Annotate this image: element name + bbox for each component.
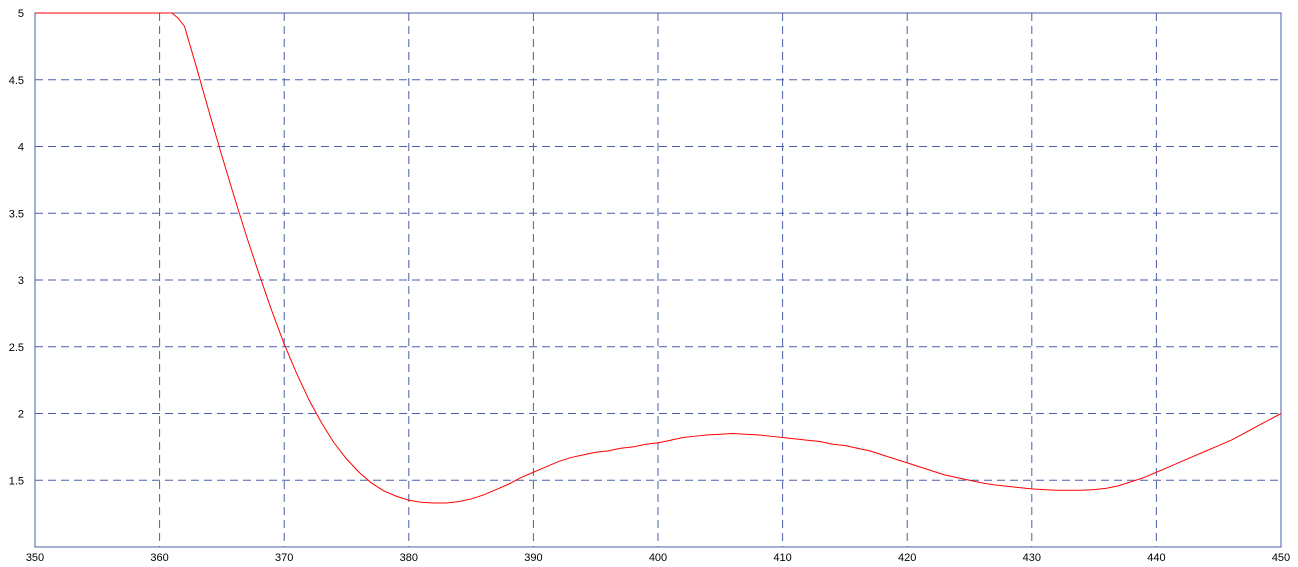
x-tick-label: 380: [400, 552, 418, 564]
y-tick-label: 1.5: [9, 475, 24, 487]
x-tick-label: 360: [150, 552, 168, 564]
x-tick-label: 350: [26, 552, 44, 564]
y-tick-label: 4.5: [9, 75, 24, 87]
grid-lines: [35, 13, 1281, 547]
x-tick-label: 390: [524, 552, 542, 564]
y-tick-labels: 1.5 2 2.5 3 3.5 4 4.5 5: [9, 8, 24, 487]
y-tick-label: 3: [18, 275, 24, 287]
y-tick-label: 2.5: [9, 342, 24, 354]
x-tick-label: 440: [1147, 552, 1165, 564]
x-tick-label: 410: [773, 552, 791, 564]
y-tick-label: 4: [18, 142, 24, 154]
x-tick-label: 370: [275, 552, 293, 564]
y-tick-label: 2: [18, 409, 24, 421]
series-line: [35, 12, 1282, 504]
x-tick-label: 450: [1272, 552, 1290, 564]
y-tick-label: 3.5: [9, 208, 24, 220]
x-tick-label: 420: [898, 552, 916, 564]
x-tick-labels: 350 360 370 380 390 400 410 420 430 440 450: [26, 552, 1290, 564]
y-tick-label: 5: [18, 8, 24, 20]
plot-frame: [34, 12, 1282, 548]
x-tick-label: 400: [649, 552, 667, 564]
x-tick-label: 430: [1023, 552, 1041, 564]
